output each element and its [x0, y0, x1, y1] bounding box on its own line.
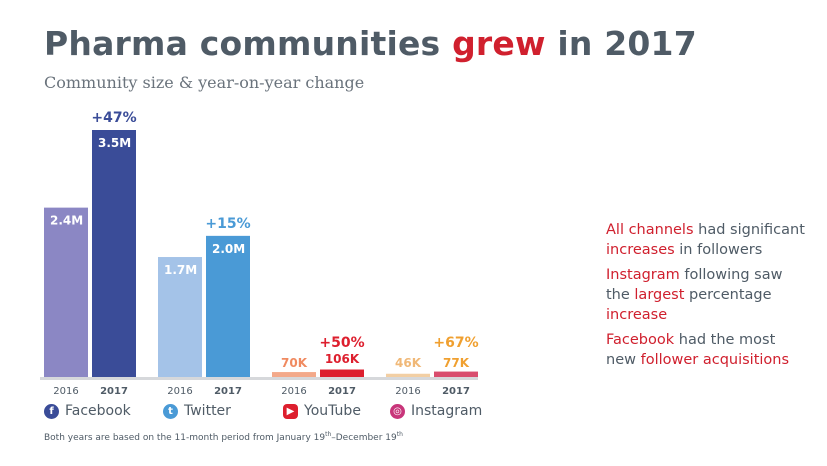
- title-highlight: grew: [452, 24, 546, 63]
- page-subtitle: Community size & year-on-year change: [44, 73, 365, 92]
- footnote-text1: Both years are based on the 11-month per…: [44, 433, 326, 443]
- insights-panel: All channels had significant increases i…: [606, 220, 806, 375]
- year-tick-twitter-2016: 2016: [167, 386, 192, 397]
- title-part2: in 2017: [545, 24, 697, 63]
- legend-item-twitter: t Twitter: [163, 403, 231, 419]
- page-title: Pharma communities grew in 2017: [44, 24, 697, 63]
- insight-highlight: follower acquisitions: [640, 352, 790, 368]
- insight-1: All channels had significant increases i…: [606, 220, 806, 260]
- insight-highlight: largest: [634, 287, 685, 303]
- year-tick-twitter-2017: 2017: [214, 386, 242, 397]
- value-label-instagram-2016: 46K: [395, 356, 422, 370]
- bar-twitter-2016: [158, 257, 202, 377]
- year-tick-facebook-2016: 2016: [53, 386, 78, 397]
- value-label-facebook-2016: 2.4M: [50, 214, 83, 228]
- legend-label: Facebook: [65, 403, 131, 419]
- insight-highlight: increases: [606, 242, 675, 258]
- insight-highlight: increase: [606, 307, 668, 323]
- value-label-youtube-2017: 106K: [325, 352, 360, 366]
- instagram-icon: ◎: [390, 403, 405, 419]
- bar-youtube-2017: [320, 369, 364, 377]
- change-label-youtube: +50%: [319, 335, 364, 351]
- twitter-icon: t: [163, 403, 178, 419]
- youtube-icon: ▶: [283, 403, 298, 419]
- value-label-youtube-2016: 70K: [281, 356, 308, 370]
- footnote: Both years are based on the 11-month per…: [44, 431, 403, 443]
- year-tick-youtube-2017: 2017: [328, 386, 356, 397]
- value-label-instagram-2017: 77K: [443, 356, 470, 370]
- facebook-icon: f: [44, 403, 59, 419]
- value-label-twitter-2016: 1.7M: [164, 263, 197, 277]
- year-tick-instagram-2016: 2016: [395, 386, 420, 397]
- title-part1: Pharma communities: [44, 24, 453, 63]
- insight-text: in followers: [674, 242, 763, 258]
- legend-label: Instagram: [411, 403, 483, 419]
- footnote-sup2: th: [396, 431, 403, 438]
- insight-highlight: All channels: [606, 222, 694, 238]
- bar-twitter-2017: [206, 235, 250, 377]
- insight-text: percentage: [684, 287, 772, 303]
- change-label-twitter: +15%: [205, 216, 250, 232]
- year-tick-youtube-2016: 2016: [281, 386, 306, 397]
- legend-item-facebook: f Facebook: [44, 403, 131, 419]
- footnote-sup1: th: [325, 431, 332, 438]
- insight-2: Instagram following saw the largest perc…: [606, 265, 806, 325]
- value-label-twitter-2017: 2.0M: [212, 242, 245, 256]
- footnote-text2: –December 19: [331, 433, 397, 443]
- change-label-facebook: +47%: [91, 110, 136, 126]
- bar-instagram-2017: [434, 371, 478, 377]
- insight-highlight: Instagram: [606, 267, 680, 283]
- bar-instagram-2016: [386, 373, 430, 377]
- insight-text: had the most new: [606, 332, 776, 368]
- legend-item-instagram: ◎ Instagram: [390, 403, 482, 419]
- value-label-facebook-2017: 3.5M: [98, 136, 131, 150]
- change-label-instagram: +67%: [433, 335, 478, 351]
- insight-3: Facebook had the most new follower acqui…: [606, 330, 806, 370]
- legend-item-youtube: ▶ YouTube: [283, 403, 361, 419]
- year-tick-facebook-2017: 2017: [100, 386, 128, 397]
- insight-highlight: Facebook: [606, 332, 675, 348]
- bar-youtube-2016: [272, 372, 316, 377]
- bar-facebook-2016: [44, 207, 88, 377]
- insight-text: had significant: [693, 222, 805, 238]
- bar-facebook-2017: [92, 130, 136, 377]
- insight-text: following saw the: [606, 267, 783, 303]
- year-tick-instagram-2017: 2017: [442, 386, 470, 397]
- legend-label: YouTube: [304, 403, 361, 419]
- legend-label: Twitter: [184, 403, 231, 419]
